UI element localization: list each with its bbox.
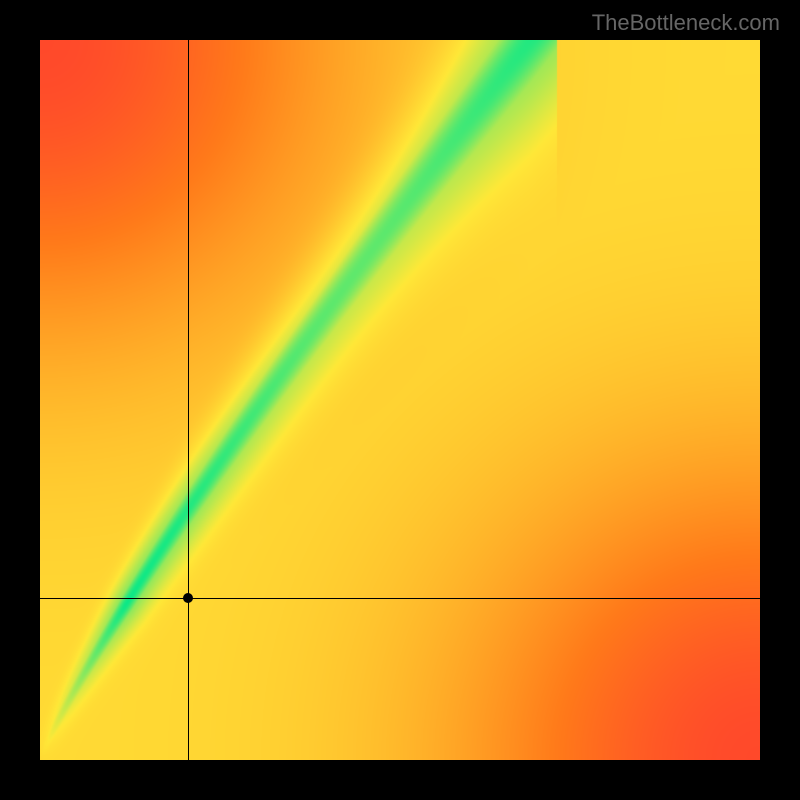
crosshair-vertical [188,40,189,760]
plot-area [40,40,760,760]
watermark-text: TheBottleneck.com [592,10,780,36]
crosshair-horizontal [40,598,760,599]
heatmap-canvas [40,40,760,760]
crosshair-marker [183,593,193,603]
